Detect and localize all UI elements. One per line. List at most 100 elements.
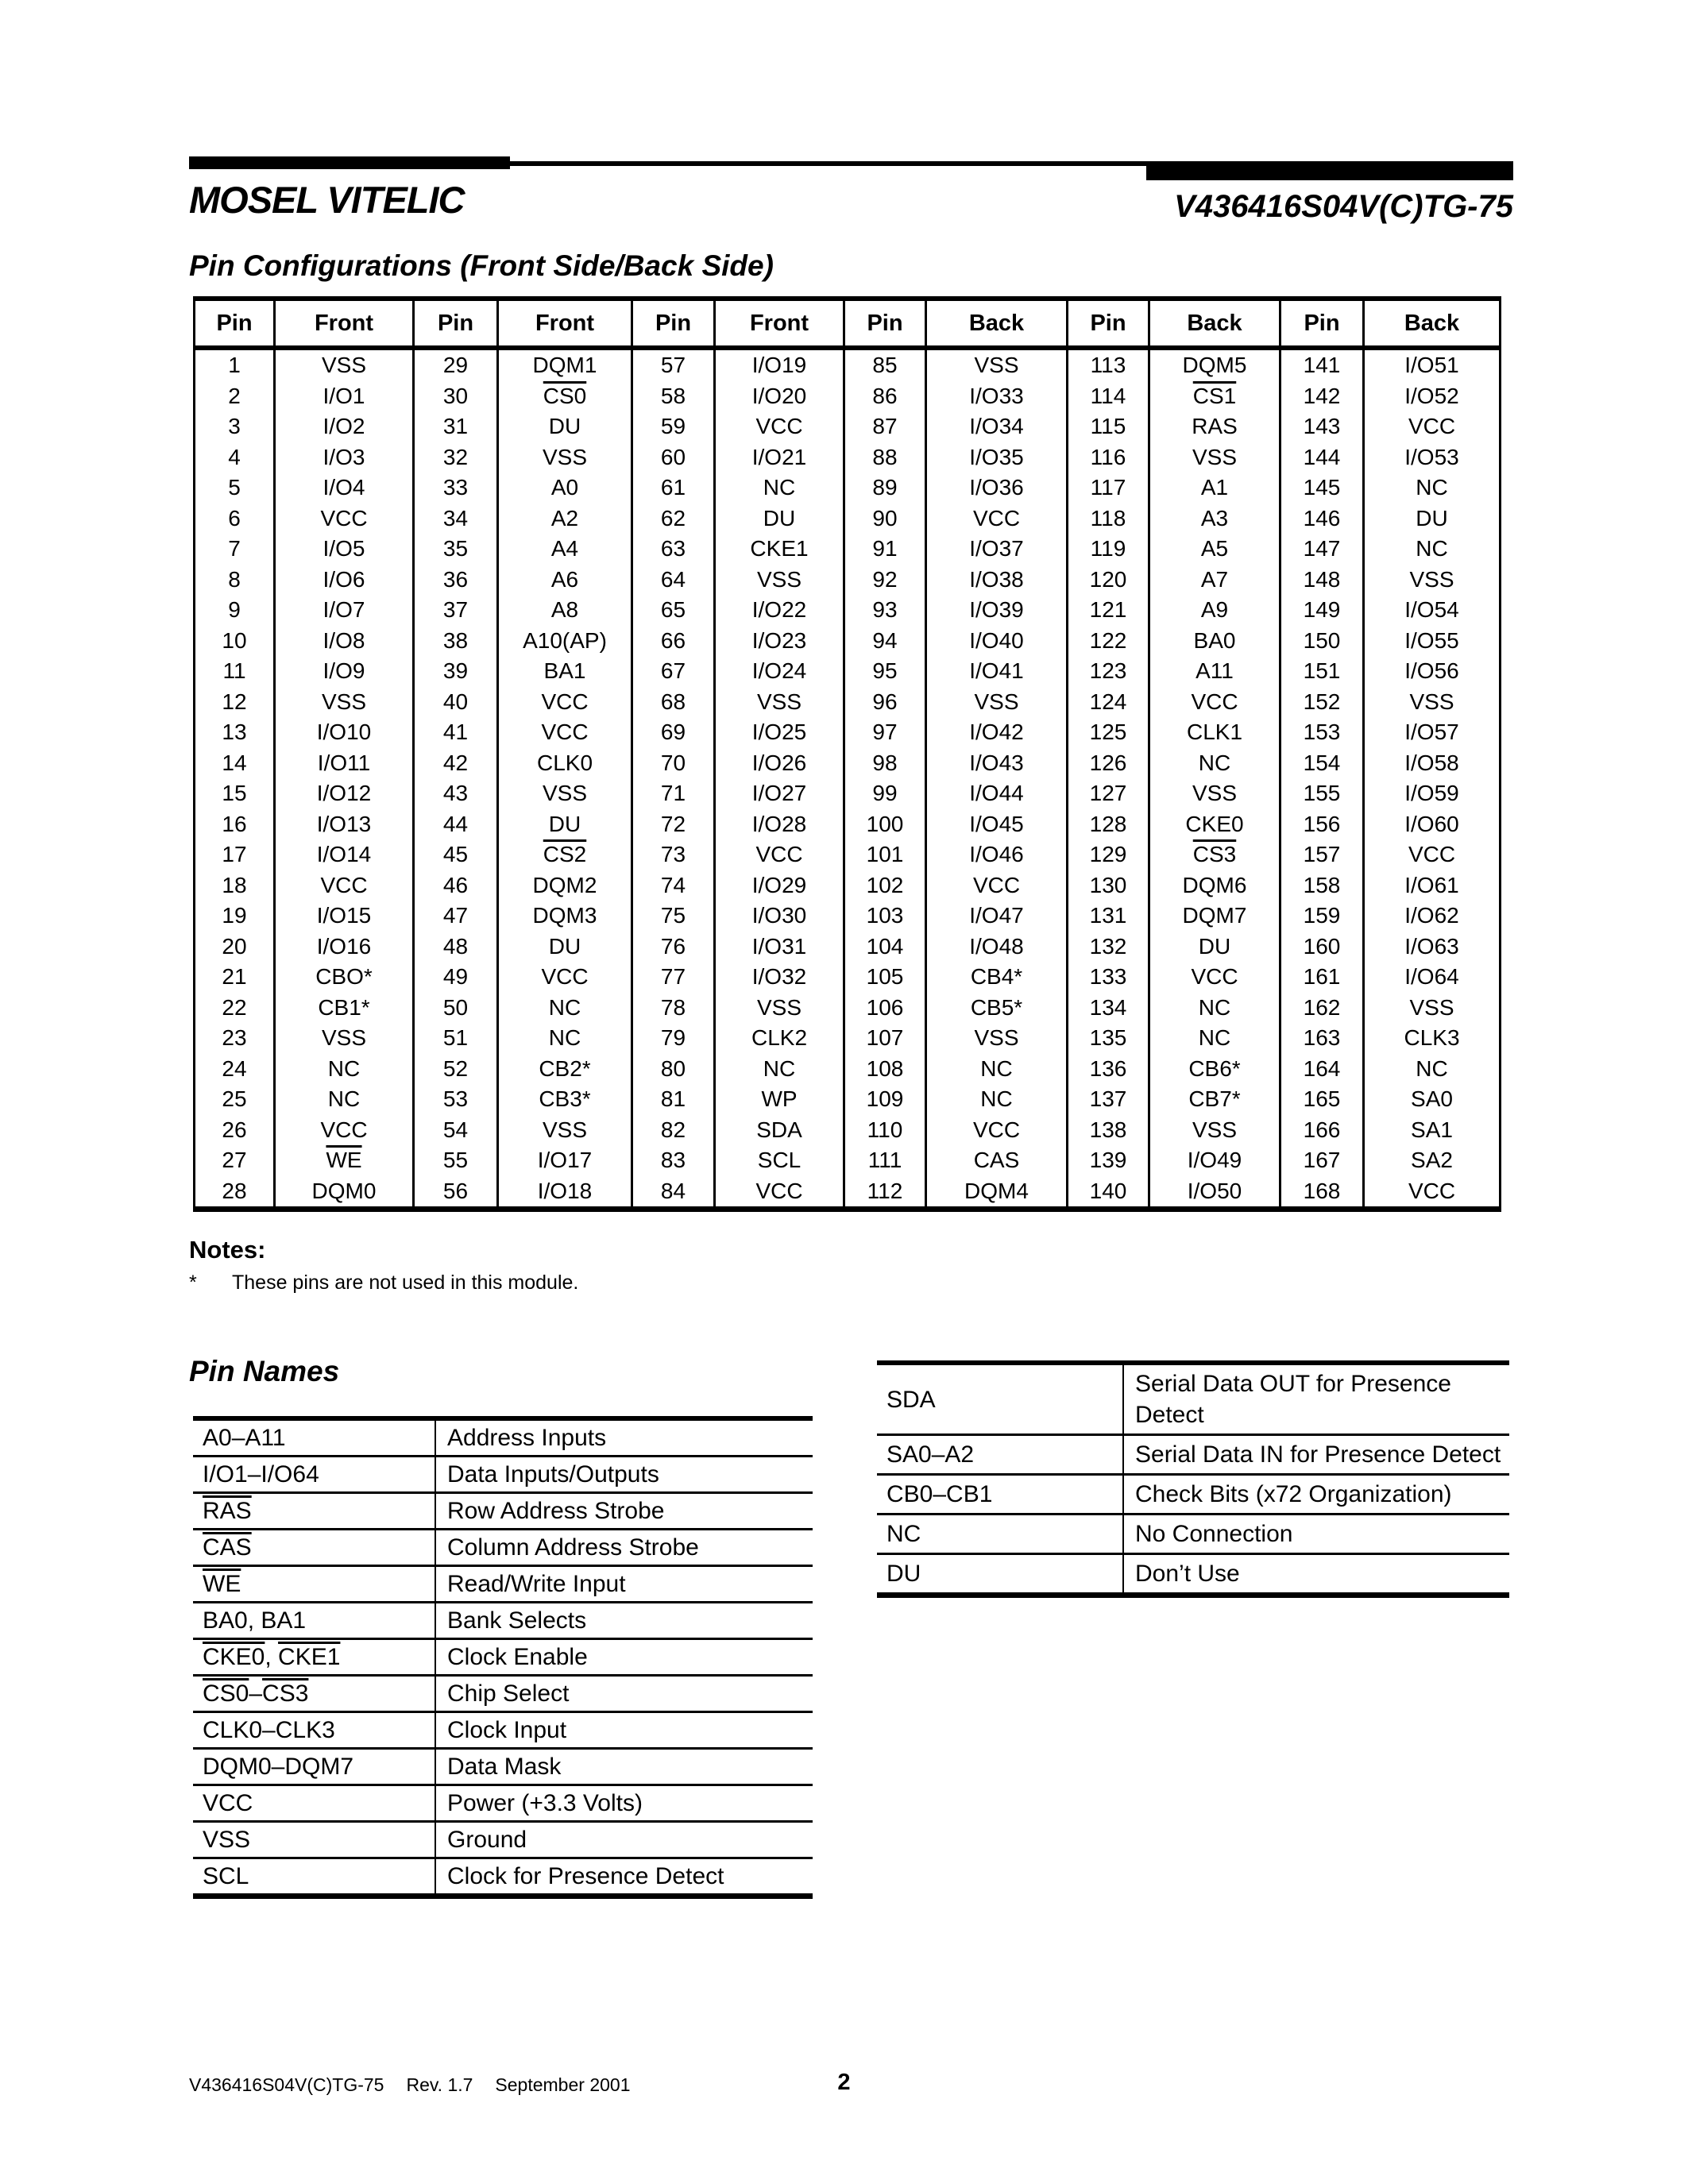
table-cell: 38	[412, 625, 498, 656]
table-cell: I/O46	[925, 839, 1068, 870]
table-cell: I/O41	[925, 656, 1068, 687]
table-cell: DQM0	[273, 1175, 414, 1210]
table-cell: I/O15	[273, 901, 414, 932]
table-cell: SA1	[1362, 1114, 1501, 1145]
active-low-signal: WE	[203, 1571, 241, 1597]
table-cell: WE	[273, 1145, 414, 1176]
table-cell: 89	[843, 473, 926, 504]
table-cell: VSS	[496, 1114, 632, 1145]
column-header: Pin	[412, 299, 498, 350]
table-cell: I/O26	[713, 747, 844, 778]
table-cell: I/O21	[713, 442, 844, 473]
table-cell: Chip Select	[435, 1675, 813, 1713]
table-cell: I/O13	[273, 808, 414, 839]
table-cell: 14	[222, 750, 247, 775]
table-cell: I/O6	[273, 564, 414, 595]
table-cell: 86	[843, 380, 926, 411]
table-cell: CB1*	[273, 992, 414, 1023]
table-cell: VCC	[1362, 1175, 1501, 1210]
table-cell: No Connection	[1123, 1514, 1509, 1555]
pin-name-row: I/O1–I/O64 Data Inputs/Outputs	[193, 1456, 813, 1494]
pin-names-table-left: A0–A11 Address Inputs I/O1–I/O64 Data Input…	[193, 1416, 813, 1899]
table-cell: 22	[222, 994, 247, 1020]
table-cell: A7	[1148, 564, 1280, 595]
table-cell: VCC	[713, 1175, 844, 1210]
table-cell: I/O1	[273, 380, 414, 411]
pin-table-row: 17 I/O14 45 CS2 73 VCC 101 I/O46 129 CS3 157 VCC	[195, 839, 1501, 870]
table-cell: 167	[1279, 1145, 1364, 1176]
table-cell: DU	[496, 808, 632, 839]
column-header: Back	[1362, 299, 1501, 350]
table-cell: VSS	[925, 1023, 1068, 1054]
table-cell: 43	[412, 778, 498, 809]
table-cell: 49	[412, 962, 498, 993]
table-cell: Clock Enable	[435, 1638, 813, 1677]
table-cell: Bank Selects	[435, 1602, 813, 1640]
table-cell: 6	[228, 505, 241, 531]
table-cell: 74	[631, 870, 715, 901]
table-cell: 53	[412, 1084, 498, 1115]
table-cell: DQM7	[1148, 901, 1280, 932]
column-header: Pin	[1066, 299, 1149, 350]
table-cell: Power (+3.3 Volts)	[435, 1785, 813, 1823]
table-cell: 132	[1066, 931, 1149, 962]
table-cell: 27	[222, 1148, 247, 1172]
table-cell: Read/Write Input	[435, 1565, 813, 1603]
table-cell: I/O28	[713, 808, 844, 839]
table-cell: I/O2	[273, 411, 414, 442]
table-cell: I/O1–I/O64	[193, 1456, 436, 1494]
table-cell: 96	[843, 686, 926, 717]
table-cell: 2	[228, 383, 241, 408]
table-cell: CB4*	[925, 962, 1068, 993]
table-cell: VCC	[1362, 839, 1501, 870]
table-cell: DU	[877, 1553, 1124, 1596]
table-cell: 148	[1279, 564, 1364, 595]
table-cell: SA0–A2	[877, 1434, 1124, 1476]
pin-table-row: 27 WE 55 I/O17 83 SCL 111 CAS 139 I/O49 167 SA2	[195, 1145, 1501, 1176]
table-cell: 128	[1066, 808, 1149, 839]
table-cell: A1	[1148, 473, 1280, 504]
table-cell: CLK0	[496, 747, 632, 778]
pin-configuration-table: Pin Front Pin Front Pin Front Pin Back Pin Back Pi…	[193, 296, 1501, 1212]
table-cell: VCC	[496, 962, 632, 993]
pin-name-row: BA0, BA1 Bank Selects	[193, 1602, 813, 1640]
pin-name-row: VCC Power (+3.3 Volts)	[193, 1785, 813, 1823]
table-cell: VSS	[273, 686, 414, 717]
table-cell: I/O14	[273, 839, 414, 870]
table-cell: 87	[843, 411, 926, 442]
column-header: Pin	[194, 299, 275, 350]
table-cell: 5	[228, 475, 241, 500]
pin-table-row: 9 I/O7 37 A8 65 I/O22 93 I/O39 121 A9 149 I/O54	[195, 595, 1501, 626]
pin-table-row: 16 I/O13 44 DU 72 I/O28 100 I/O45 128 CKE0 156 I/O6…	[195, 808, 1501, 839]
table-cell: SA0	[1362, 1084, 1501, 1115]
table-cell: 34	[412, 503, 498, 534]
table-cell: I/O12	[273, 778, 414, 809]
table-cell: I/O7	[273, 595, 414, 626]
pin-table-row: 8 I/O6 36 A6 64 VSS 92 I/O38 120 A7 148 VSS	[195, 564, 1501, 595]
table-cell: I/O58	[1362, 747, 1501, 778]
table-cell: 112	[843, 1175, 926, 1210]
table-cell: Check Bits (x72 Organization)	[1123, 1474, 1509, 1515]
table-cell: I/O18	[496, 1175, 632, 1210]
table-cell: Ground	[435, 1821, 813, 1859]
table-cell: CB5*	[925, 992, 1068, 1023]
table-cell: VCC	[496, 717, 632, 748]
table-cell: CB3*	[496, 1084, 632, 1115]
table-cell: 133	[1066, 962, 1149, 993]
table-cell: VCC	[1148, 962, 1280, 993]
table-cell: I/O22	[713, 595, 844, 626]
table-cell: I/O25	[713, 717, 844, 748]
table-cell: 110	[843, 1114, 926, 1145]
active-low-signal: CKE0	[203, 1644, 265, 1670]
table-cell: 78	[631, 992, 715, 1023]
table-cell: VSS	[1148, 778, 1280, 809]
table-cell: 152	[1279, 686, 1364, 717]
footer-document-info: V436416S04V(C)TG-75 Rev. 1.7 September 200…	[189, 2074, 653, 2096]
table-cell: 91	[843, 534, 926, 565]
table-cell: 79	[631, 1023, 715, 1054]
table-cell: 127	[1066, 778, 1149, 809]
table-cell: CAS	[193, 1529, 436, 1567]
table-cell: VSS	[925, 686, 1068, 717]
table-cell: 15	[222, 781, 247, 805]
